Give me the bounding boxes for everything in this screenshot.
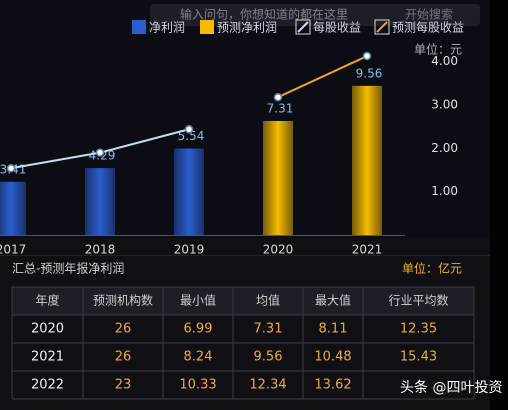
legend-line [376,21,388,33]
table-unit: 单位：亿元 [402,261,462,276]
y2-tick-label: 1.00 [431,184,458,198]
y2-tick-label: 4.00 [431,54,458,68]
table-header-cell: 预测机构数 [93,293,153,308]
table: 年度 预测机构数 最小值 均值 最大值 行业平均数 2020 26 6.99 7.31 8.11 12… [11,286,475,400]
table-cell: 13.62 [314,378,351,393]
bar [85,168,115,235]
bar-value-label: 7.31 [267,101,294,115]
watermark: 头条 @四叶投资 [400,379,502,396]
line-point [95,148,105,157]
legend-swatch [132,20,146,34]
x-tick-label: 2017 [0,243,26,257]
bar [174,148,204,235]
legend-label: 净利润 [149,21,185,35]
legend-swatch [200,20,214,34]
table-cell: 23 [115,378,132,393]
bar [0,181,26,235]
side-strip [490,0,508,410]
table-cell: 12.34 [249,378,286,393]
table-cell: 2021 [31,350,64,365]
table-header-cell: 年度 [35,293,59,308]
bar [263,120,293,235]
table-cell: 7.31 [254,322,283,337]
search-box[interactable] [150,4,480,26]
x-tick-label: 2020 [263,243,294,257]
search-button[interactable]: 开始搜索 [405,7,453,22]
line-point [273,92,283,102]
table-header-cell: 最小值 [180,293,216,308]
legend-label: 预测净利润 [217,21,277,35]
legend-swatch [295,19,311,35]
x-tick-label: 2021 [352,243,383,257]
y2-tick-label: 2.00 [431,141,458,155]
table-cell: 6.99 [184,322,213,337]
bar [352,85,382,235]
table-cell: 10.48 [314,350,351,365]
y2-tick-label: 3.00 [431,98,458,112]
table-cell: 9.56 [254,350,283,365]
line-point [362,51,372,61]
search-placeholder[interactable]: 输入问句，你想知道的都在这里 [180,7,348,22]
table-cell: 10.33 [179,378,216,393]
line-point [184,125,194,134]
legend-swatch [374,19,390,35]
bar-value-label: 9.56 [356,66,383,80]
table-header-cell: 最大值 [315,293,351,308]
legend-label: 每股收益 [313,20,361,35]
table-cell: 2020 [31,322,64,337]
x-tick-label: 2019 [174,243,205,257]
table-cell: 8.11 [319,322,348,337]
legend-line [297,21,309,33]
table-cell: 15.43 [400,350,437,365]
bar-value-label: 5.54 [178,129,205,143]
legend-label: 预测每股收益 [392,20,464,35]
table-header-cell: 行业平均数 [388,293,448,308]
x-tick-label: 2018 [85,243,116,257]
line-point [6,164,16,173]
line [277,55,368,99]
unit-label: 单位：元 [414,42,462,57]
divider [0,255,490,256]
chart-bg [0,0,490,238]
table-cell: 12.35 [400,322,437,337]
table-header-bg [12,287,474,315]
table-cell: 8.24 [184,350,213,365]
table-cell: 26 [115,350,132,365]
table-title: 汇总-预测年报净利润 [12,261,124,276]
table-cell: 26 [115,322,132,337]
table-header-cell: 均值 [256,293,280,308]
table-cell: 2022 [31,378,64,393]
